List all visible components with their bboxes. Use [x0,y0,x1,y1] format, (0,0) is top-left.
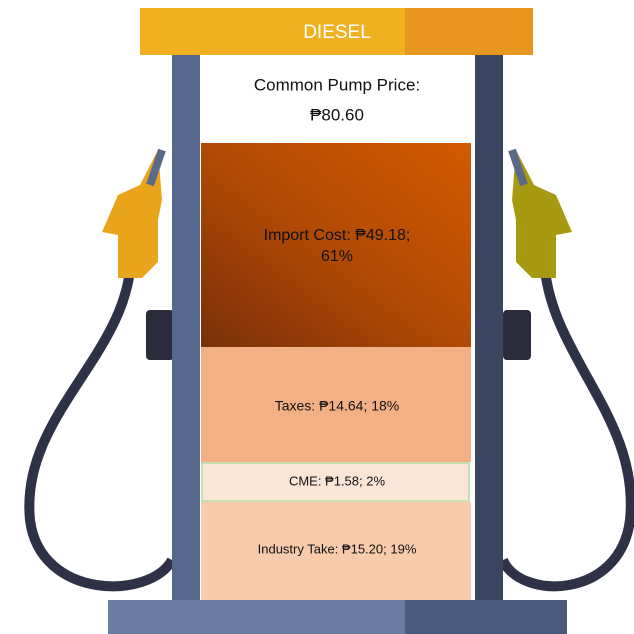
price-box [200,55,475,140]
fuel-pump-infographic: DIESEL Common Pump Price: ₱80.60 Import … [0,0,634,634]
sign-right [405,8,533,55]
price-value: ₱80.60 [310,105,364,124]
segment-label: Import Cost: ₱49.18; [264,227,411,244]
segment-label: 61% [321,248,353,265]
import-segment [201,143,471,347]
left-holder [146,310,174,360]
sign-text: DIESEL [303,22,371,43]
base-right [405,600,567,634]
right-pillar [475,55,503,603]
base-left [108,600,405,634]
right-holder [503,310,531,360]
segment-label: CME: ₱1.58; 2% [289,473,386,488]
segment-label: Taxes: ₱14.64; 18% [275,398,400,414]
left-pillar [172,55,200,603]
price-label: Common Pump Price: [254,75,420,94]
segment-label: Industry Take: ₱15.20; 19% [258,541,417,556]
